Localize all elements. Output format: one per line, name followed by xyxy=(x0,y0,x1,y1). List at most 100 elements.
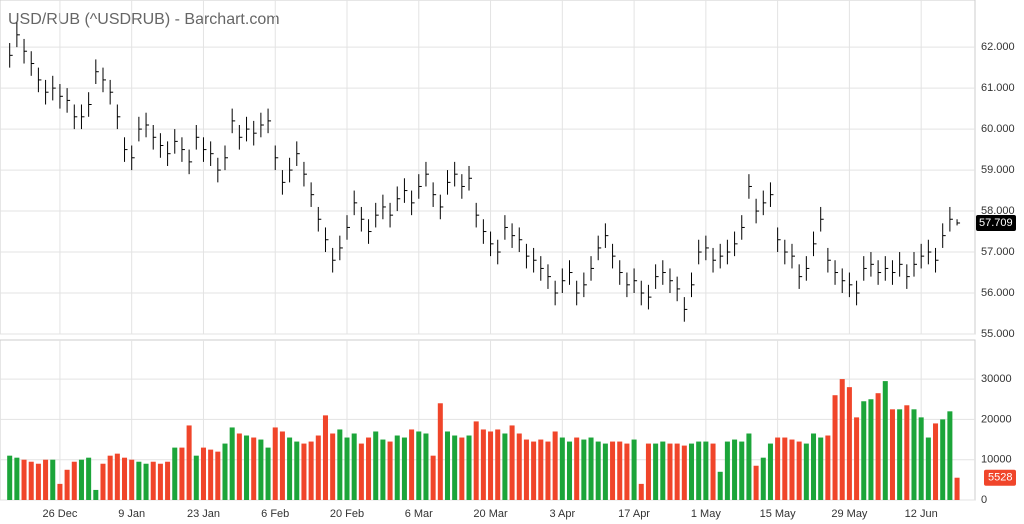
volume-bar xyxy=(667,443,673,500)
volume-bar xyxy=(595,441,601,500)
volume-bar xyxy=(373,431,379,500)
volume-bar xyxy=(767,443,773,500)
volume-bar xyxy=(861,401,867,500)
volume-bar xyxy=(495,429,501,500)
x-tick-label: 23 Jan xyxy=(187,508,220,520)
y-tick-label: 61.000 xyxy=(981,82,1015,94)
volume-bar xyxy=(631,439,637,500)
volume-bar xyxy=(287,437,293,500)
volume-bar xyxy=(911,409,917,500)
volume-bar xyxy=(172,447,178,500)
x-tick-label: 3 Apr xyxy=(549,508,575,520)
volume-bar xyxy=(488,431,494,500)
volume-bar xyxy=(545,441,551,500)
volume-bar xyxy=(839,379,845,500)
volume-bar xyxy=(394,435,400,500)
volume-bar xyxy=(918,417,924,500)
volume-bar xyxy=(782,437,788,500)
volume-bar xyxy=(430,455,436,500)
volume-bar xyxy=(165,461,171,500)
volume-bar xyxy=(480,429,486,500)
volume-bar xyxy=(337,429,343,500)
volume-bar xyxy=(86,457,92,500)
volume-bar xyxy=(71,461,77,500)
volume-bar xyxy=(502,433,508,500)
volume-bar xyxy=(28,461,34,500)
volume-bar xyxy=(811,433,817,500)
volume-bar xyxy=(251,437,257,500)
volume-bar xyxy=(35,463,41,500)
y-tick-label: 56.000 xyxy=(981,287,1015,299)
volume-bar xyxy=(272,427,278,500)
volume-bar xyxy=(775,437,781,500)
y-tick-label: 57.000 xyxy=(981,246,1015,258)
volume-bar xyxy=(401,437,407,500)
volume-bar xyxy=(107,455,113,500)
volume-bar xyxy=(344,437,350,500)
volume-bar xyxy=(581,439,587,500)
volume-bar xyxy=(416,431,422,500)
volume-bar xyxy=(423,433,429,500)
volume-bar xyxy=(882,381,888,500)
volume-bar xyxy=(43,459,49,500)
y2-tick-label: 20000 xyxy=(981,413,1012,425)
volume-bar xyxy=(57,483,63,500)
x-tick-label: 9 Jan xyxy=(118,508,145,520)
volume-bar xyxy=(351,433,357,500)
volume-bar xyxy=(523,439,529,500)
x-tick-label: 12 Jun xyxy=(905,508,938,520)
volume-bar xyxy=(688,443,695,500)
volume-bar xyxy=(645,443,651,500)
volume-bar xyxy=(760,457,766,500)
volume-bar xyxy=(610,441,616,500)
volume-bar xyxy=(739,441,745,500)
y2-tick-label: 30000 xyxy=(981,373,1012,385)
volume-bar xyxy=(179,447,185,500)
x-tick-label: 20 Feb xyxy=(330,508,364,520)
chart-title: USD/RUB (^USDRUB) - Barchart.com xyxy=(8,11,280,28)
volume-bar xyxy=(617,441,623,500)
volume-bar xyxy=(150,461,156,500)
volume-bar xyxy=(588,437,594,500)
volume-bar xyxy=(7,455,13,500)
volume-bar xyxy=(64,469,70,500)
y-tick-label: 58.000 xyxy=(981,205,1015,217)
x-tick-label: 29 May xyxy=(831,508,868,520)
volume-bar xyxy=(222,443,228,500)
volume-bar xyxy=(387,441,393,500)
volume-bar xyxy=(904,405,910,500)
last-volume-box xyxy=(984,469,1016,486)
y2-tick-label: 0 xyxy=(981,494,987,506)
volume-bar xyxy=(681,445,687,500)
volume-bar xyxy=(114,453,120,500)
volume-bar xyxy=(803,443,809,500)
volume-bar xyxy=(538,439,544,500)
volume-bar xyxy=(753,465,759,500)
volume-bar xyxy=(602,443,608,500)
volume-bar xyxy=(366,437,372,500)
volume-bar xyxy=(157,463,163,500)
volume-bar xyxy=(516,433,522,500)
volume-bar xyxy=(703,441,709,500)
volume-bar xyxy=(897,409,903,500)
volume-bar xyxy=(789,439,795,500)
volume-bar xyxy=(14,457,20,500)
volume-bar xyxy=(868,399,874,500)
volume-bar xyxy=(279,431,285,500)
volume-bar xyxy=(215,451,221,500)
volume-bar xyxy=(724,441,730,500)
volume-bar xyxy=(696,441,702,500)
y2-tick-label: 10000 xyxy=(981,454,1012,466)
volume-bar xyxy=(832,395,838,500)
volume-bar xyxy=(21,459,27,500)
volume-bar xyxy=(875,393,881,500)
volume-bar xyxy=(244,435,250,500)
volume-bar xyxy=(78,459,84,500)
volume-bar xyxy=(933,423,939,500)
volume-bar xyxy=(193,455,199,500)
volume-bar xyxy=(265,447,271,500)
volume-bar xyxy=(825,435,831,500)
x-tick-label: 26 Dec xyxy=(42,508,77,520)
volume-bar xyxy=(940,419,946,500)
